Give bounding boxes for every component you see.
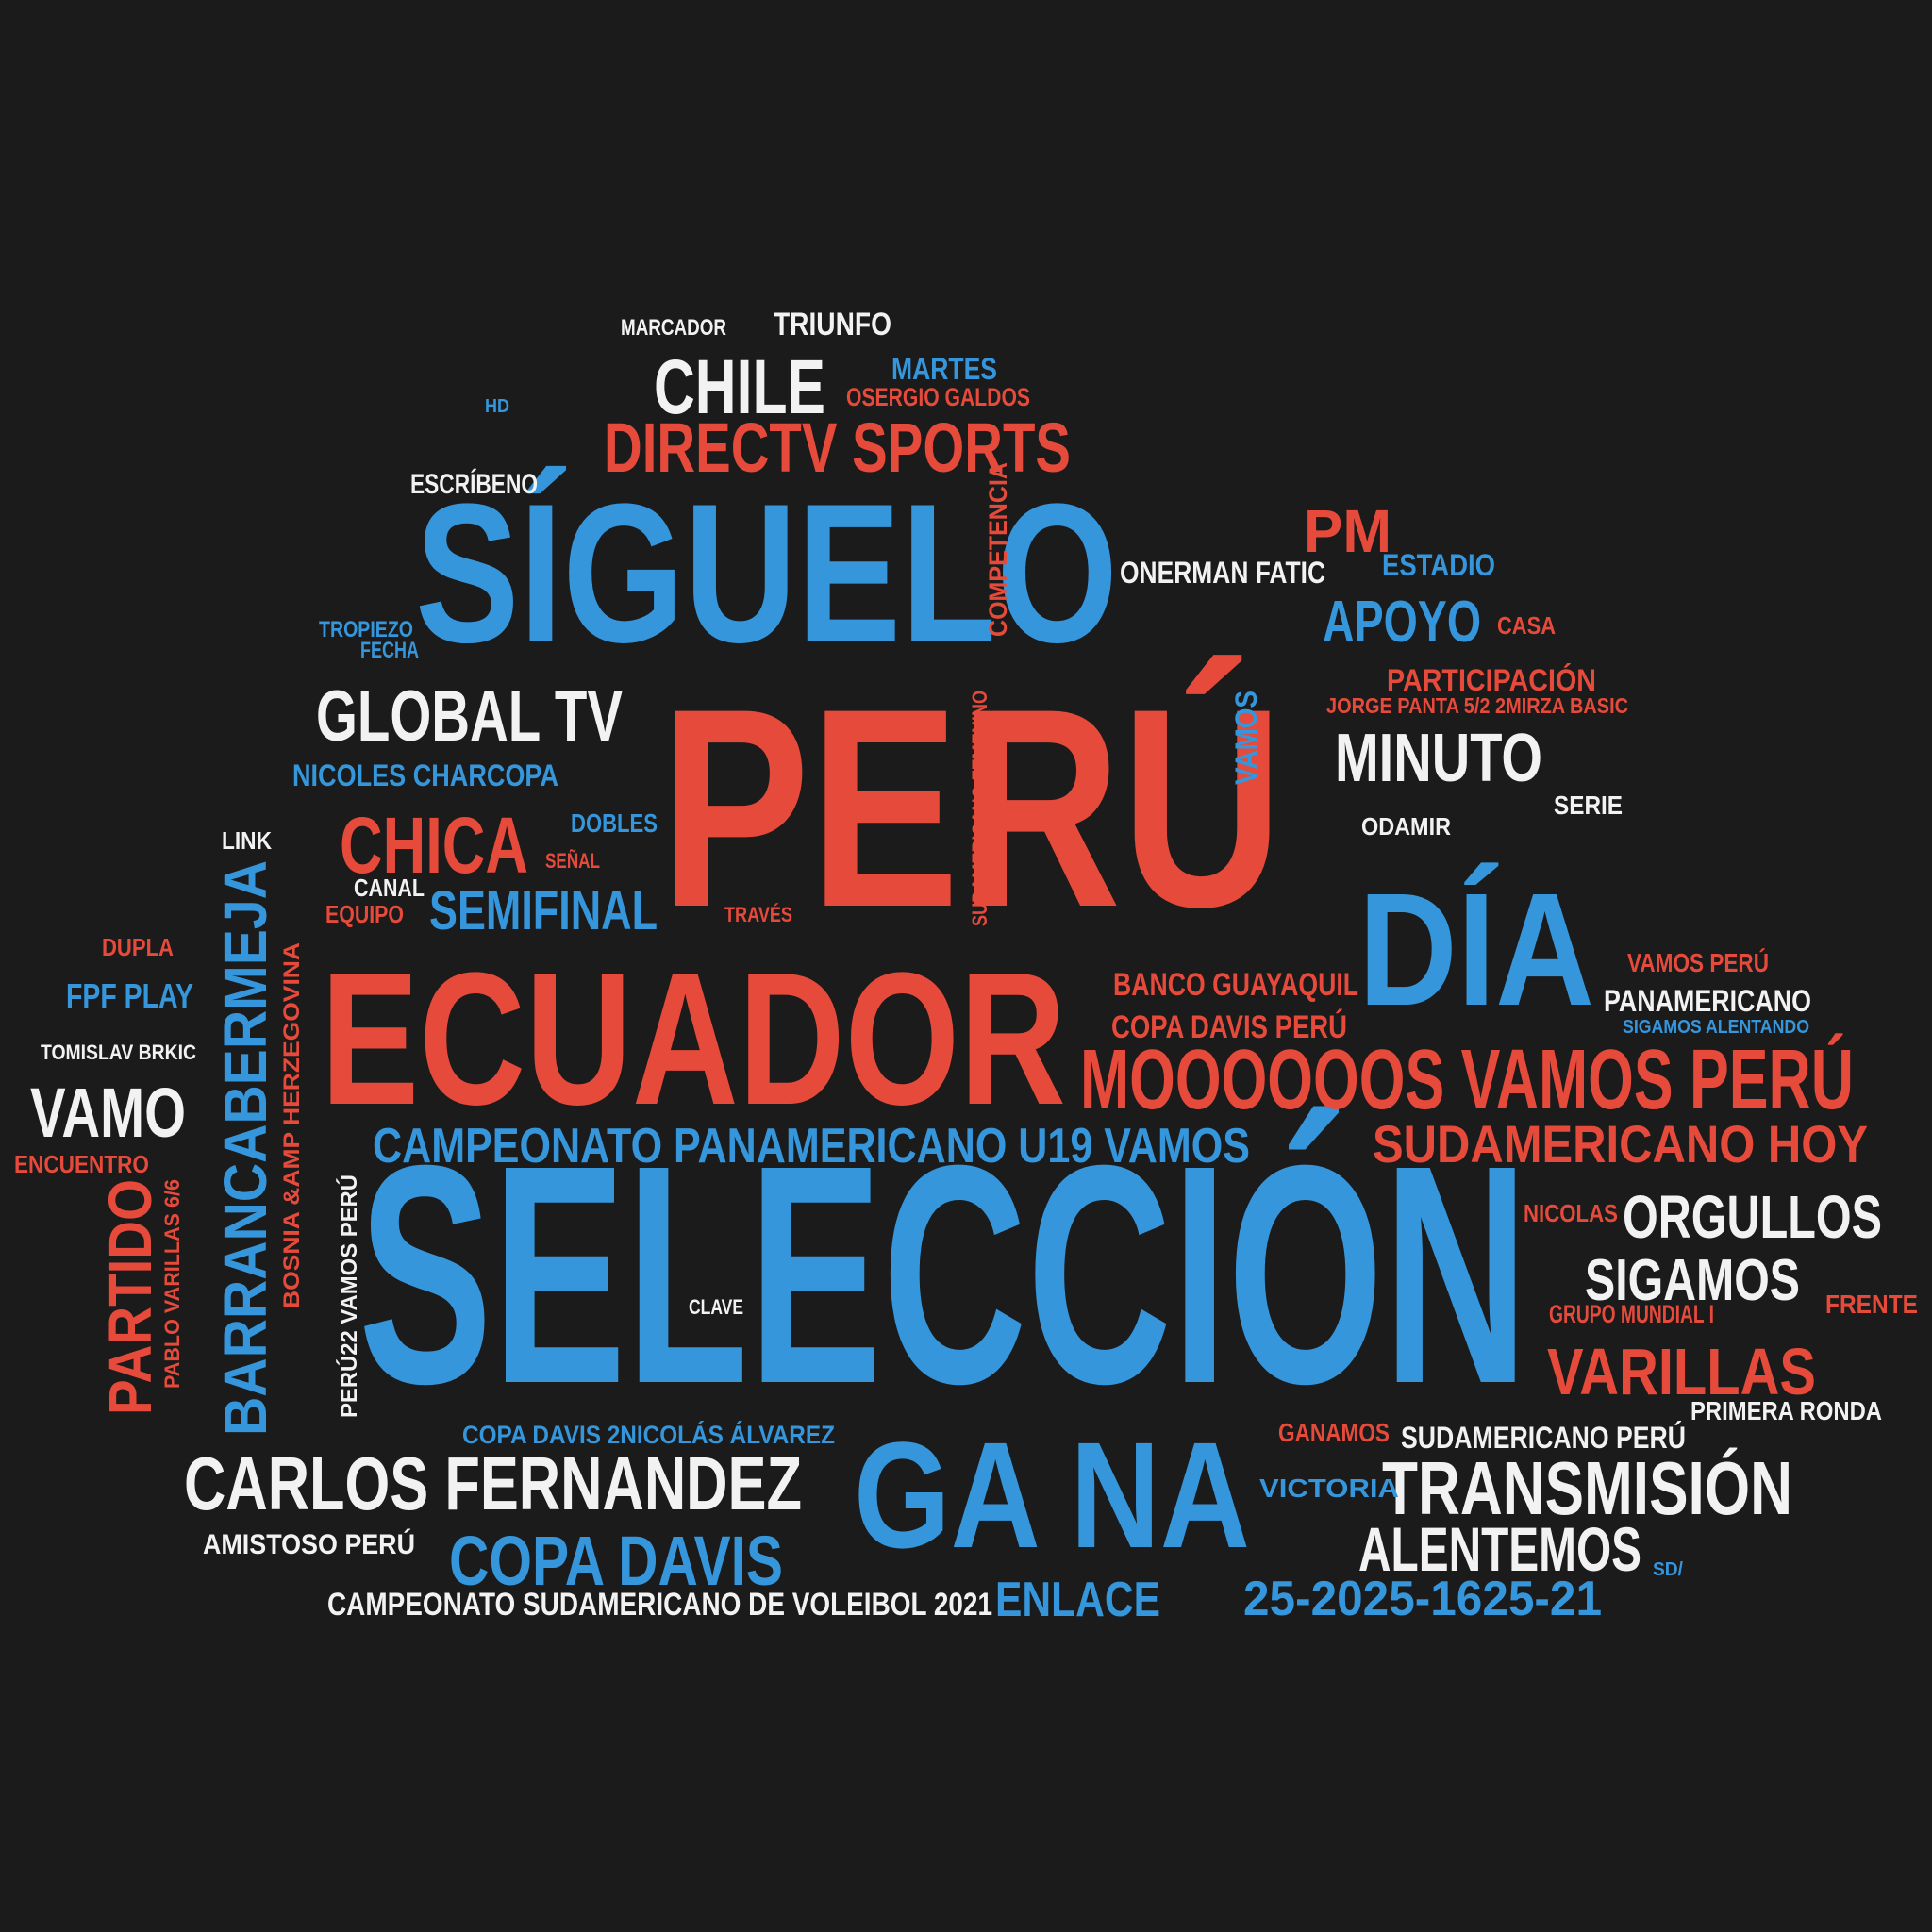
word-primera-ronda: PRIMERA RONDA <box>1690 1396 1882 1425</box>
word-directv-sports: DIRECTV SPORTS <box>604 408 1071 487</box>
word-ga-na: GA NA <box>854 1410 1250 1579</box>
word-orgullos: ORGULLOS <box>1623 1183 1882 1251</box>
word-chica: CHICA <box>340 801 528 890</box>
word-nicoles-charcopa: NICOLES CHARCOPA <box>292 758 558 792</box>
word-vamos: VAMOS <box>1229 691 1263 785</box>
word-vamo: VAMO <box>30 1074 186 1152</box>
word-ecuador: ECUADOR <box>321 934 1066 1144</box>
word-hd: HD <box>485 396 509 417</box>
word-fpf-play: FPF PLAY <box>66 976 193 1015</box>
word-participacion: PARTICIPACIÓN <box>1387 663 1596 697</box>
word-campeonato-sudamericano-de-voleibol-2021: CAMPEONATO SUDAMERICANO DE VOLEIBOL 2021 <box>327 1587 992 1623</box>
word-bosnia-amp-herzegovina: BOSNIA &AMP HERZEGOVINA <box>279 942 305 1308</box>
word-clave: CLAVE <box>689 1295 743 1319</box>
word-transmision: TRANSMISIÓN <box>1382 1446 1792 1530</box>
word-peru: PERÚ <box>660 649 1283 966</box>
word-pablo-varillas-6-6: PABLO VARILLAS 6/6 <box>160 1179 184 1389</box>
word-semifinal: SEMIFINAL <box>429 880 658 941</box>
word-sd: SD/ <box>1653 1559 1683 1580</box>
word-sigamos-alentando: SIGAMOS ALENTANDO <box>1623 1017 1809 1038</box>
word-alentemos: ALENTEMOS <box>1358 1514 1641 1584</box>
word-seleccion: SELECCIÓN <box>358 1100 1528 1448</box>
word-link: LINK <box>222 826 272 855</box>
word-competencia: COMPETENCIA <box>984 462 1012 637</box>
word-siguelo: SÍGUELO <box>415 462 1118 684</box>
word-canal: CANAL <box>354 874 425 902</box>
word-triunfo: TRIUNFO <box>774 307 891 342</box>
word-partido: PARTIDO <box>96 1179 164 1415</box>
word-encuentro: ENCUENTRO <box>14 1150 149 1178</box>
word-vamos-peru: VAMOS PERÚ <box>1627 948 1769 977</box>
word-amistoso-peru: AMISTOSO PERÚ <box>203 1528 415 1560</box>
word-barrancabermeja: BARRANCABERMEJA <box>211 860 279 1436</box>
word-onerman-fatic: ONERMAN FATIC <box>1120 556 1325 590</box>
word-peru22-vamos-peru: PERÚ22 VAMOS PERÚ <box>336 1174 362 1418</box>
word-nicolas: NICOLAS <box>1524 1199 1618 1227</box>
word-minuto: MINUTO <box>1335 721 1542 796</box>
word-banco-guayaquil: BANCO GUAYAQUIL <box>1113 967 1358 1003</box>
word-casa: CASA <box>1497 611 1556 640</box>
word-traves: TRAVÉS <box>724 903 792 926</box>
word-pm: PM <box>1304 497 1391 565</box>
word-escribeno: ESCRÍBENO <box>410 468 538 500</box>
word-fecha: FECHA <box>360 638 419 663</box>
word-grupo-mundial-i: GRUPO MUNDIAL I <box>1549 1300 1714 1328</box>
word-25-2025-1625-21: 25-2025-1625-21 <box>1243 1572 1602 1626</box>
word-campeonato-panamericano-u19-vamos: CAMPEONATO PANAMERICANO U19 VAMOS <box>373 1119 1250 1174</box>
word-jorge-panta-5-2-2mirza-basic: JORGE PANTA 5/2 2MIRZA BASIC <box>1326 693 1628 718</box>
word-sudamericano-peru: SUDAMERICANO PERÚ <box>1401 1421 1686 1455</box>
word-dupla: DUPLA <box>102 933 174 961</box>
word-tropiezo: TROPIEZO <box>319 617 413 642</box>
word-odamir: ODAMIR <box>1361 812 1451 841</box>
word-enlace: ENLACE <box>995 1573 1160 1627</box>
word-sigamos: SIGAMOS <box>1585 1248 1800 1313</box>
word-osergio-galdos: OSERGIO GALDOS <box>846 383 1030 411</box>
word-equipo: EQUIPO <box>325 900 404 928</box>
word-martes: MARTES <box>891 352 997 386</box>
word-ganamos: GANAMOS <box>1278 1418 1390 1447</box>
word-panamericano: PANAMERICANO <box>1604 984 1811 1018</box>
word-copa-davis-peru: COPA DAVIS PERÚ <box>1111 1009 1347 1045</box>
word-global-tv: GLOBAL TV <box>316 676 623 757</box>
word-sudamericano-femenino: SUDAMERICANO FEMENINO <box>968 691 991 926</box>
word-apoyo: APOYO <box>1323 590 1481 655</box>
word-sudamericano-hoy: SUDAMERICANO HOY <box>1373 1114 1868 1174</box>
word-moooooos-vamos-peru: MOOOOOOS VAMOS PERÚ <box>1080 1032 1854 1127</box>
word-frente: FRENTE <box>1825 1290 1918 1319</box>
word-dobles: DOBLES <box>571 808 658 838</box>
word-varillas: VARILLAS <box>1547 1335 1816 1408</box>
word-carlos-fernandez: CARLOS FERNANDEZ <box>184 1441 802 1525</box>
word-tomislav-brkic: TOMISLAV BRKIC <box>41 1041 196 1064</box>
word-estadio: ESTADIO <box>1382 548 1495 582</box>
word-marcador: MARCADOR <box>621 315 726 341</box>
word-victoria: VICTORIA <box>1259 1474 1399 1503</box>
word-dia: DÍA <box>1358 860 1594 1040</box>
word-senal: SEÑAL <box>545 849 600 873</box>
word-serie: SERIE <box>1554 791 1623 820</box>
word-copa-davis-2nicolas-alvarez: COPA DAVIS 2NICOLÁS ÁLVAREZ <box>462 1420 835 1449</box>
word-chile: CHILE <box>654 344 825 430</box>
word-copa-davis: COPA DAVIS <box>449 1522 783 1600</box>
